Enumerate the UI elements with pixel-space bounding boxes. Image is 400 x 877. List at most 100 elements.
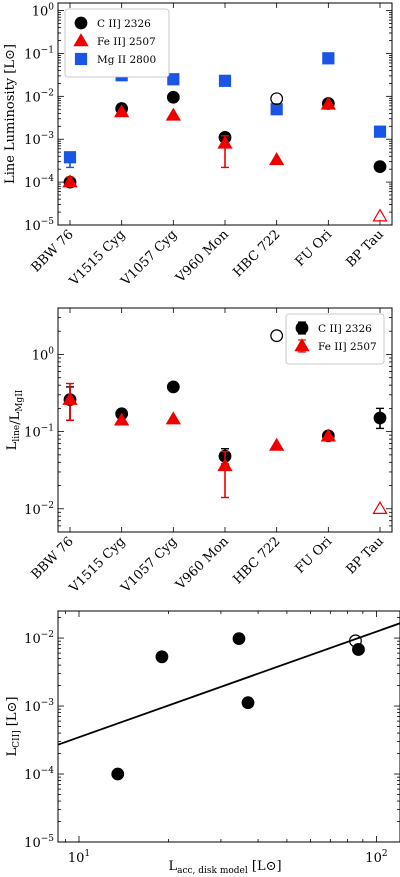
y-axis-title: Line Luminosity [L⊙] [3, 44, 18, 184]
y-tick-label-exp: −3 [41, 698, 55, 708]
x-title-unit: [L⊙] [248, 859, 282, 874]
y-tick-label-base: 10 [24, 47, 41, 62]
data-point-circle [270, 92, 284, 106]
y-tick-label: 100 [32, 3, 55, 20]
data-point-circle [111, 767, 125, 781]
y-tick-label-base: 10 [24, 90, 41, 105]
data-point-circle [352, 643, 365, 656]
data-point-triangle [320, 96, 336, 110]
data-point-square [63, 151, 77, 164]
y-tick-label-exp: −5 [41, 217, 55, 227]
legend-marker-circle [295, 321, 309, 335]
y-tick-label-base: 10 [24, 700, 41, 715]
axis-title-part: Line Luminosity [L⊙] [3, 44, 18, 184]
x-category-label: V960 Mon [173, 227, 233, 287]
axis-title-sub: MgII [15, 389, 25, 412]
x-tick-label: 102 [365, 849, 387, 866]
data-point-square [322, 52, 335, 65]
data-point-circle [241, 696, 255, 710]
axis-title-sub: line [12, 425, 22, 442]
y-tick-label-base: 10 [24, 503, 41, 518]
y-tick-label: 10−2 [24, 501, 54, 518]
data-point-triangle [372, 500, 388, 514]
y-tick-label: 10−1 [24, 424, 54, 441]
data-point-triangle [114, 104, 130, 118]
y-tick-label-base: 10 [24, 836, 41, 851]
y-tick-label-exp: −4 [41, 766, 55, 776]
y-tick-label-base: 10 [24, 176, 41, 191]
axis-title-part: L [5, 441, 20, 450]
data-point-circle [166, 380, 180, 394]
y-tick-label-exp: −4 [41, 174, 55, 184]
axis-title-part: /L [8, 411, 23, 424]
data-point-triangle [372, 208, 388, 222]
y-tick-label: 10−3 [24, 131, 54, 148]
data-point-triangle [62, 174, 78, 188]
x-category-label: FU Ori [293, 534, 336, 577]
data-point-triangle [320, 428, 336, 442]
y-tick-label-base: 10 [24, 768, 41, 783]
legend-label: Fe II] 2507 [318, 341, 377, 353]
data-point-square [167, 73, 180, 86]
x-category-label: HBC 722 [230, 534, 283, 587]
data-point-circle [166, 90, 180, 104]
legend-box [64, 8, 170, 78]
legend-marker-triangle [294, 338, 310, 352]
y-title-sub: CII] [12, 730, 22, 748]
legend: C II] 2326 Fe II] 2507 Mg II 2800 [64, 8, 170, 78]
x-tick-label: 101 [68, 849, 90, 866]
y-tick-label: 10−2 [24, 630, 54, 647]
legend-label: C II] 2326 [318, 323, 372, 335]
series-triangle [62, 96, 388, 222]
y-tick-label-exp: −2 [41, 88, 54, 98]
data-point-triangle [217, 135, 233, 149]
data-point-circle [373, 160, 387, 173]
data-point-triangle [62, 391, 78, 405]
x-category-label: BBW 76 [29, 534, 77, 582]
x-category-label: BBW 76 [29, 227, 77, 275]
x-title-sub: acc, disk model [177, 866, 248, 876]
y-tick-label: 10−3 [24, 698, 54, 715]
data-point-square [373, 125, 387, 138]
x-tick-label-exp: 1 [84, 849, 90, 859]
y-tick-label-exp: −1 [41, 424, 54, 434]
y-tick-label: 10−5 [24, 834, 54, 851]
data-point-circle [270, 329, 284, 343]
data-point-triangle [114, 412, 130, 426]
x-tick-label-exp: 2 [382, 849, 388, 859]
data-point-circle [373, 411, 387, 425]
y-title-unit: [L⊙] [5, 697, 20, 731]
y-tick-label-exp: −5 [41, 834, 55, 844]
y-title-L: L [5, 747, 20, 756]
x-tick-label-base: 10 [365, 851, 382, 866]
legend-label: C II] 2326 [97, 18, 151, 30]
y-tick-label-base: 10 [24, 632, 41, 647]
legend-marker-triangle [73, 33, 89, 47]
y-tick-label-base: 10 [24, 426, 41, 441]
y-axis-title: LCII] [L⊙] [5, 697, 22, 757]
legend-marker-square [74, 52, 88, 66]
y-tick-label-base: 10 [32, 5, 49, 20]
legend: C II] 2326 Fe II] 2507 [285, 313, 385, 365]
legend-marker-circle [74, 16, 88, 30]
x-category-label: BP Tau [344, 534, 387, 577]
x-category-label: V960 Mon [173, 534, 233, 594]
legend-label: Fe II] 2507 [97, 36, 156, 48]
y-tick-label-exp: −2 [41, 501, 54, 511]
data-point-circle [155, 650, 169, 664]
data-point-circle [232, 632, 246, 646]
y-tick-label: 10−4 [24, 766, 54, 783]
series-triangle [62, 382, 388, 514]
x-tick-label-base: 10 [68, 851, 85, 866]
data-point-square [218, 74, 232, 87]
y-tick-label: 100 [32, 346, 55, 363]
y-tick-label-exp: 0 [48, 346, 54, 356]
y-tick-label-exp: −3 [41, 131, 55, 141]
data-point-triangle [269, 437, 285, 451]
y-axis-title: Lline/LMgII [5, 389, 25, 450]
x-title-L: L [168, 859, 177, 874]
